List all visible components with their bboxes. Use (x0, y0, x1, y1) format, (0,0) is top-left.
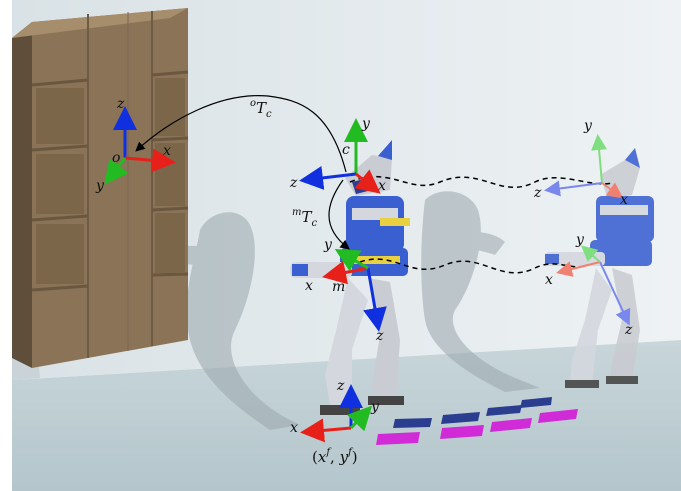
frame-camera-ghost (544, 134, 624, 199)
y-axis (346, 405, 373, 432)
frame-object (104, 106, 176, 185)
z-axis (363, 267, 387, 332)
object-y-label: y (95, 178, 105, 194)
footstep (538, 409, 578, 423)
object-origin-label: o (112, 150, 120, 166)
waist-origin-label: m (332, 279, 345, 295)
transform-sup: m (292, 207, 301, 218)
object-camera-arrow (135, 95, 347, 173)
waist-ghost-z-label: z (624, 322, 633, 338)
foot-y-label: y (370, 399, 380, 415)
y-axis (591, 134, 608, 184)
foot-position-label: (xf, yf) (312, 447, 358, 466)
z-axis (299, 165, 357, 190)
y-axis (580, 245, 601, 263)
x-axis (354, 169, 381, 194)
footsteps (376, 397, 578, 445)
footstep (490, 418, 532, 432)
waist-y-label: y (323, 237, 333, 253)
x-axis (556, 261, 601, 277)
foot-x-label: x (290, 420, 298, 436)
x-axis (601, 182, 624, 199)
camera-ghost-y-label: y (583, 118, 593, 134)
frame-camera (299, 118, 381, 194)
x-axis (300, 418, 352, 443)
waist-trajectory (359, 258, 586, 274)
object-camera-transform-label: oTc (250, 98, 272, 120)
footstep (441, 412, 480, 424)
camera-y-label: y (361, 116, 371, 132)
object-x-label: x (163, 143, 171, 159)
frame-waist (322, 249, 387, 332)
transform-base: T (256, 99, 267, 117)
camera-ghost-x-label: x (620, 192, 628, 208)
transform-sub: c (266, 109, 272, 120)
footstep (376, 432, 420, 445)
camera-origin-label: c (342, 142, 350, 158)
waist-ghost-x-label: x (545, 272, 553, 288)
frame-foot (300, 384, 373, 443)
waist-camera-transform-label: mTc (292, 207, 318, 229)
transform-sup: o (250, 98, 256, 109)
camera-z-label: z (289, 175, 298, 191)
footstep (440, 425, 484, 439)
y-axis (104, 157, 129, 185)
footstep (486, 405, 522, 416)
camera-x-label: x (378, 178, 386, 194)
waist-z-label: z (375, 328, 384, 344)
z-axis (544, 180, 603, 197)
waist-camera-arrow (328, 179, 350, 250)
trajectories (349, 176, 613, 274)
x-axis (124, 148, 176, 173)
waist-x-label: x (305, 278, 313, 294)
transform-sub: c (312, 218, 318, 229)
waist-ghost-y-label: y (575, 232, 585, 248)
transform-arrows (135, 95, 350, 250)
footstep (520, 397, 552, 408)
frame-waist-ghost (556, 245, 631, 326)
foot-z-label: z (336, 378, 345, 394)
camera-ghost-z-label: z (533, 185, 542, 201)
y-axis (334, 249, 369, 272)
object-z-label: z (116, 96, 125, 112)
footstep (393, 418, 432, 428)
z-axis (599, 261, 631, 326)
transform-base: T (301, 208, 312, 226)
camera-trajectory (349, 176, 613, 188)
cabinet (12, 8, 189, 368)
